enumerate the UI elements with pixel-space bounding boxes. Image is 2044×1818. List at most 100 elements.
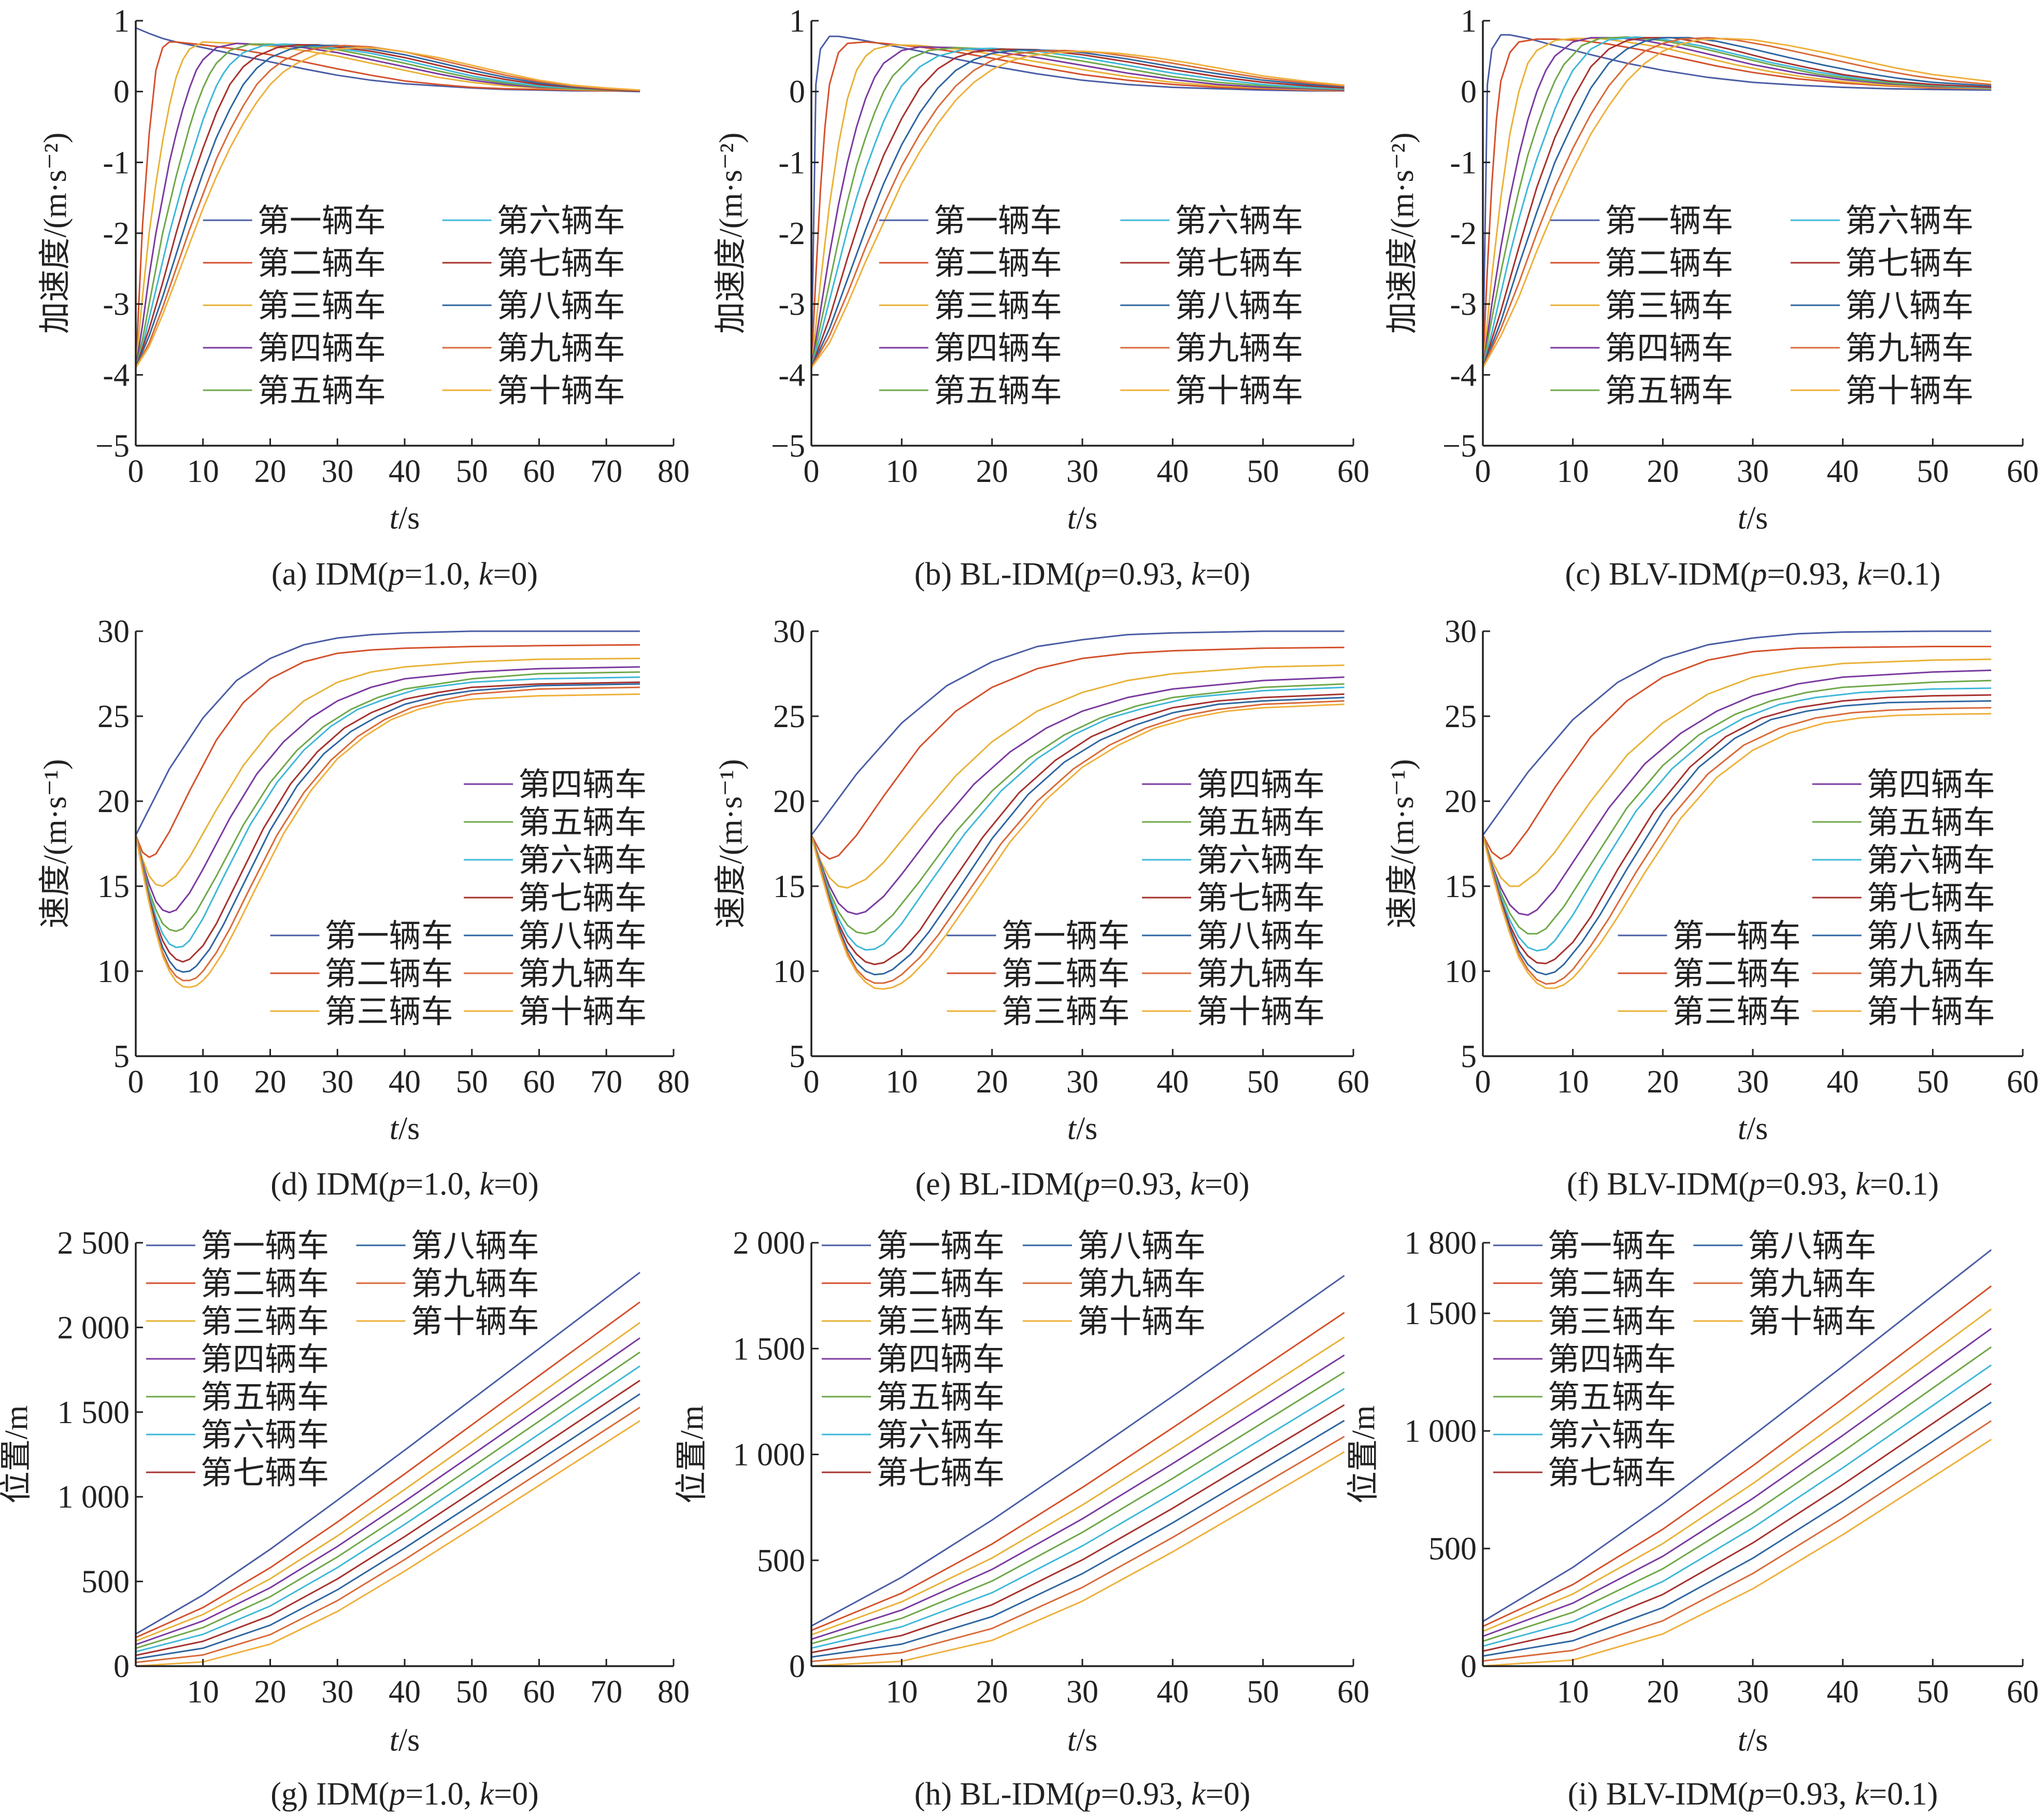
- legend-label: 第四辆车: [1867, 768, 1995, 803]
- legend-label: 第九辆车: [1748, 1267, 1876, 1302]
- x-axis-label: t/s: [390, 1111, 420, 1146]
- legend-label: 第一辆车: [934, 204, 1062, 239]
- series-line-5: [1482, 1346, 1992, 1642]
- series-line-4: [811, 1354, 1345, 1640]
- y-tick-label: -2: [103, 216, 130, 251]
- legend-label: 第十辆车: [1748, 1304, 1876, 1340]
- x-tick-label: 70: [590, 454, 622, 489]
- legend-label: 第六辆车: [201, 1418, 329, 1453]
- legend-label: 第九辆车: [1867, 957, 1995, 992]
- series-line-1: [1482, 630, 1992, 836]
- series-line-7: [1482, 37, 1992, 368]
- series-line-5: [1482, 679, 1992, 935]
- y-axis-label: 加速度/(m·s⁻²): [713, 133, 749, 334]
- legend-label: 第十辆车: [1845, 374, 1974, 409]
- x-tick-label: 70: [590, 1064, 622, 1100]
- series-line-2: [135, 644, 640, 858]
- y-tick-label: 1: [1461, 4, 1477, 39]
- x-tick-label: 50: [456, 454, 488, 489]
- series-line-9: [135, 1407, 640, 1664]
- x-tick-label: 30: [1737, 1674, 1769, 1710]
- legend-label: 第三辆车: [1605, 289, 1733, 324]
- legend-label: 第十辆车: [1196, 995, 1325, 1030]
- legend-label: 第七辆车: [1548, 1456, 1676, 1491]
- x-tick-label: 20: [254, 1064, 287, 1100]
- y-tick-label: 25: [97, 699, 130, 734]
- y-tick-label: -2: [1450, 216, 1477, 251]
- series-line-9: [811, 1436, 1345, 1663]
- y-tick-label: -3: [103, 287, 130, 322]
- series-line-10: [135, 47, 640, 368]
- series-line-7: [135, 681, 640, 963]
- x-tick-label: 20: [254, 1674, 287, 1710]
- legend-label: 第三辆车: [258, 289, 386, 324]
- legend-label: 第九辆车: [1845, 331, 1974, 366]
- y-tick-label: 1 000: [733, 1438, 806, 1473]
- series-line-1: [810, 35, 1345, 368]
- series-lines: [810, 630, 1345, 990]
- x-tick-label: 10: [187, 454, 219, 489]
- panel-caption: (h) BL-IDM(p=0.93, k=0): [914, 1777, 1251, 1812]
- y-axis-label: 速度/(m·s⁻¹): [1385, 759, 1420, 929]
- legend-label: 第九辆车: [411, 1267, 539, 1302]
- x-tick-label: 70: [590, 1674, 622, 1710]
- y-tick-label: 25: [773, 699, 805, 734]
- x-axis-label: t/s: [1067, 501, 1098, 536]
- series-line-5: [135, 671, 640, 932]
- x-tick-label: 50: [1247, 1064, 1279, 1100]
- series-line-9: [135, 45, 640, 368]
- legend-label: 第一辆车: [201, 1229, 329, 1264]
- series-line-9: [1482, 37, 1992, 368]
- legend-label: 第七辆车: [1175, 246, 1303, 281]
- series-line-2: [811, 1312, 1345, 1631]
- y-tick-label: −5: [1442, 429, 1477, 464]
- legend-label: 第十辆车: [1175, 374, 1303, 409]
- series-line-5: [1482, 36, 1992, 368]
- x-tick-label: 60: [1337, 1674, 1369, 1710]
- x-tick-label: 30: [1066, 454, 1098, 489]
- legend-label: 第七辆车: [1196, 881, 1325, 916]
- y-tick-label: 500: [81, 1565, 130, 1600]
- series-line-5: [810, 683, 1345, 935]
- x-tick-label: 60: [1337, 1064, 1369, 1100]
- x-tick-label: 20: [1647, 454, 1679, 489]
- x-tick-label: 10: [1557, 454, 1589, 489]
- y-tick-label: 20: [773, 784, 805, 819]
- legend-label: 第二辆车: [1673, 957, 1801, 992]
- x-tick-label: 40: [389, 454, 421, 489]
- y-tick-label: -4: [103, 358, 130, 393]
- legend-label: 第六辆车: [1196, 843, 1325, 878]
- series-line-7: [1482, 694, 1992, 964]
- series-line-4: [1482, 1328, 1992, 1637]
- series-line-10: [1482, 713, 1992, 989]
- series-line-9: [810, 49, 1345, 368]
- legend-label: 第五辆车: [1867, 805, 1995, 841]
- y-tick-label: 15: [1445, 869, 1477, 904]
- y-tick-label: 1 800: [1405, 1226, 1477, 1261]
- legend-label: 第二辆车: [201, 1267, 329, 1302]
- y-tick-label: 1 500: [58, 1395, 130, 1430]
- legend-label: 第六辆车: [1845, 204, 1974, 239]
- y-tick-label: 2 000: [733, 1226, 806, 1261]
- series-lines: [1482, 630, 1992, 989]
- series-line-10: [810, 50, 1345, 368]
- series-lines: [810, 35, 1345, 368]
- panel-caption: (d) IDM(p=1.0, k=0): [270, 1167, 539, 1202]
- series-line-10: [135, 693, 640, 988]
- y-tick-label: -4: [1450, 358, 1477, 393]
- legend-label: 第二辆车: [325, 957, 453, 992]
- legend-label: 第九辆车: [497, 331, 625, 366]
- series-line-3: [1482, 37, 1992, 368]
- series-line-2: [135, 1301, 640, 1639]
- series-line-1: [811, 1275, 1345, 1627]
- x-tick-label: 60: [1337, 454, 1369, 489]
- legend-label: 第九辆车: [1175, 331, 1303, 366]
- y-tick-label: −5: [95, 429, 130, 464]
- x-tick-label: 20: [1647, 1064, 1679, 1100]
- legend-label: 第十辆车: [411, 1304, 539, 1340]
- series-line-10: [135, 1420, 640, 1667]
